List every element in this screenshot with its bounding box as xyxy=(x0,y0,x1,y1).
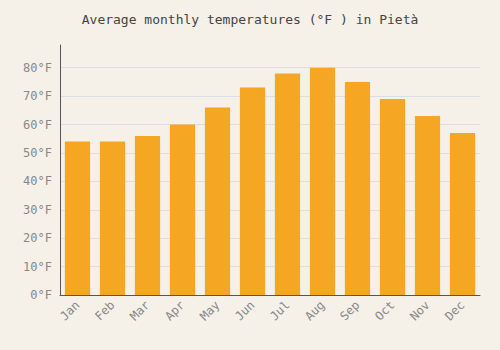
svg-text:60°F: 60°F xyxy=(23,118,52,132)
svg-text:Apr: Apr xyxy=(162,298,187,323)
svg-text:50°F: 50°F xyxy=(23,146,52,160)
svg-text:Nov: Nov xyxy=(407,298,432,323)
svg-text:Sep: Sep xyxy=(337,298,362,323)
svg-text:Dec: Dec xyxy=(442,298,467,323)
svg-text:Average monthly temperatures (: Average monthly temperatures (°F ) in Pi… xyxy=(82,12,419,27)
svg-text:Jan: Jan xyxy=(57,298,82,323)
svg-text:Jun: Jun xyxy=(232,298,257,323)
svg-text:0°F: 0°F xyxy=(30,288,52,302)
svg-text:70°F: 70°F xyxy=(23,89,52,103)
svg-text:Aug: Aug xyxy=(302,298,327,323)
svg-text:Mar: Mar xyxy=(127,298,152,323)
svg-text:May: May xyxy=(197,298,222,323)
svg-text:Oct: Oct xyxy=(372,298,397,323)
svg-text:30°F: 30°F xyxy=(23,203,52,217)
svg-text:10°F: 10°F xyxy=(23,260,52,274)
svg-text:20°F: 20°F xyxy=(23,231,52,245)
svg-text:80°F: 80°F xyxy=(23,61,52,75)
svg-text:40°F: 40°F xyxy=(23,174,52,188)
svg-text:Feb: Feb xyxy=(92,298,117,323)
svg-text:Jul: Jul xyxy=(267,298,292,323)
